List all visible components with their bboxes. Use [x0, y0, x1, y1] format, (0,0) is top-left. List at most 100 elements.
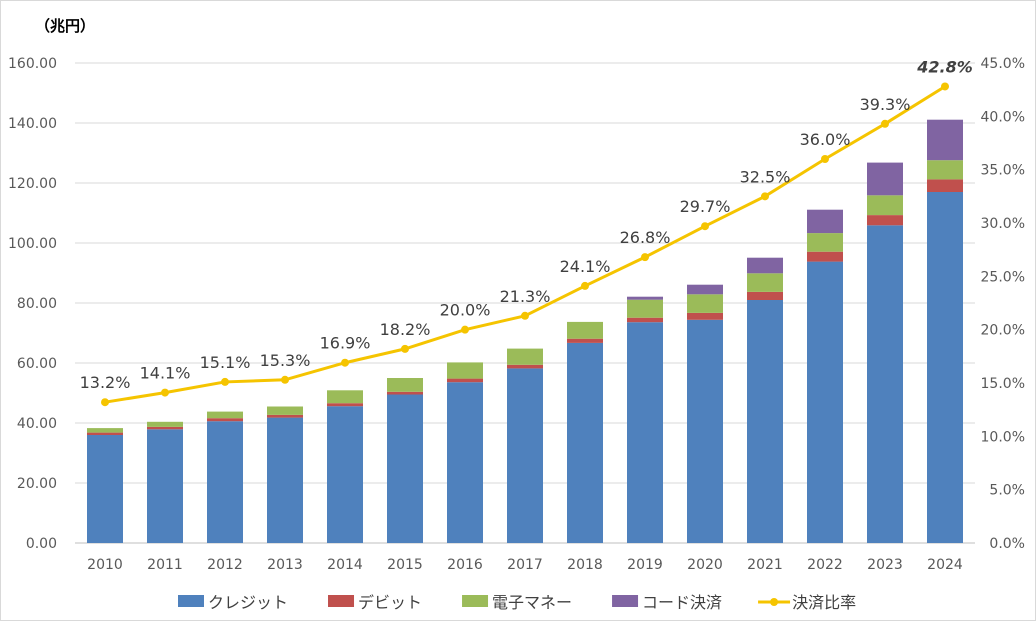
ratio-data-label: 18.2% [380, 320, 431, 339]
x-tick-label: 2023 [867, 557, 903, 573]
bar-segment [867, 162, 903, 196]
y2-tick-label: 45.0% [981, 56, 1025, 72]
bar-segment [747, 273, 783, 292]
ratio-point [941, 82, 949, 91]
bar-segment [747, 257, 783, 274]
y-tick-label: 140.00 [8, 116, 57, 132]
bar-segment [267, 406, 303, 415]
bar-segment [627, 296, 663, 300]
ratio-data-label: 21.3% [500, 287, 551, 306]
y-tick-label: 120.00 [8, 176, 57, 192]
bar-segment [927, 179, 963, 192]
ratio-data-label: 13.2% [80, 373, 131, 392]
ratio-data-label: 42.8% [916, 57, 973, 76]
legend-label: 電子マネー [492, 593, 572, 612]
bar-segment [327, 390, 363, 404]
ratio-point [221, 377, 229, 386]
y2-tick-label: 10.0% [981, 429, 1025, 445]
x-tick-label: 2020 [687, 557, 723, 573]
y-axis-unit-label: （兆円） [35, 17, 95, 35]
bar-segment [567, 321, 603, 339]
legend-label: コード決済 [642, 593, 722, 612]
legend-label: クレジット [208, 593, 288, 612]
y2-tick-label: 25.0% [981, 269, 1025, 285]
legend-swatch [612, 595, 639, 607]
x-tick-label: 2014 [327, 557, 363, 573]
ratio-data-label: 14.1% [140, 364, 191, 383]
y-tick-label: 40.00 [17, 416, 57, 432]
bar-segment [207, 421, 243, 543]
legend-swatch [328, 595, 355, 607]
x-tick-label: 2022 [807, 557, 843, 573]
x-tick-label: 2012 [207, 557, 243, 573]
ratio-point [701, 222, 709, 231]
bar-segment [327, 403, 363, 407]
bar-segment [687, 294, 723, 313]
bar-segment [147, 421, 183, 427]
legend-label: デビット [358, 593, 422, 612]
bar-segment [627, 322, 663, 543]
bar-segment [207, 418, 243, 422]
bar-segment [867, 195, 903, 216]
y2-tick-label: 0.0% [989, 536, 1025, 552]
bar-segment [747, 291, 783, 300]
x-tick-label: 2024 [927, 557, 963, 573]
y-tick-label: 60.00 [17, 356, 57, 372]
ratio-point [581, 281, 589, 290]
bar-segment [567, 342, 603, 543]
bar-segment [867, 215, 903, 226]
bar-segment [807, 261, 843, 543]
legend-swatch [178, 595, 204, 607]
bar-segment [807, 209, 843, 234]
bar-segment [927, 119, 963, 161]
ratio-point [341, 358, 349, 367]
y-tick-label: 160.00 [8, 56, 57, 72]
bar-segment [87, 435, 123, 543]
bar-segment [687, 312, 723, 320]
x-tick-label: 2010 [87, 557, 123, 573]
ratio-point [161, 388, 169, 397]
bar-segment [627, 317, 663, 323]
y2-tick-label: 35.0% [981, 163, 1025, 179]
bar-segment [687, 319, 723, 543]
y2-tick-label: 5.0% [989, 483, 1025, 499]
y2-tick-label: 40.0% [981, 109, 1025, 125]
ratio-point [821, 155, 829, 163]
bar-segment [927, 192, 963, 543]
y2-tick-label: 30.0% [981, 216, 1025, 232]
bar-segment [147, 429, 183, 543]
bar-segment [387, 378, 423, 392]
legend-marker [770, 598, 779, 606]
bar-segment [627, 299, 663, 318]
y2-tick-label: 15.0% [981, 376, 1025, 392]
bar-segment [507, 368, 543, 543]
bar-segment [507, 364, 543, 369]
x-tick-label: 2021 [747, 557, 783, 573]
ratio-data-label: 15.1% [200, 353, 251, 372]
x-tick-label: 2019 [627, 557, 663, 573]
ratio-point [521, 311, 529, 320]
ratio-data-label: 15.3% [260, 351, 311, 370]
legend-label: 決済比率 [792, 593, 856, 612]
bar-segment [927, 160, 963, 180]
bar-segment [687, 284, 723, 295]
ratio-point [101, 398, 109, 407]
x-tick-label: 2011 [147, 557, 183, 573]
y-tick-label: 100.00 [8, 236, 57, 252]
ratio-point [461, 325, 469, 334]
ratio-data-label: 39.3% [860, 95, 911, 114]
bar-segment [267, 417, 303, 543]
y-tick-label: 0.00 [26, 536, 57, 552]
bar-segment [507, 348, 543, 365]
bar-segment [807, 251, 843, 262]
bar-segment [387, 391, 423, 395]
bar-segment [387, 394, 423, 543]
bar-segment [867, 225, 903, 544]
ratio-data-label: 24.1% [560, 257, 611, 276]
bar-segment [807, 233, 843, 252]
bar-segment [87, 432, 123, 435]
ratio-data-label: 20.0% [440, 301, 491, 320]
bar-segment [567, 338, 603, 343]
